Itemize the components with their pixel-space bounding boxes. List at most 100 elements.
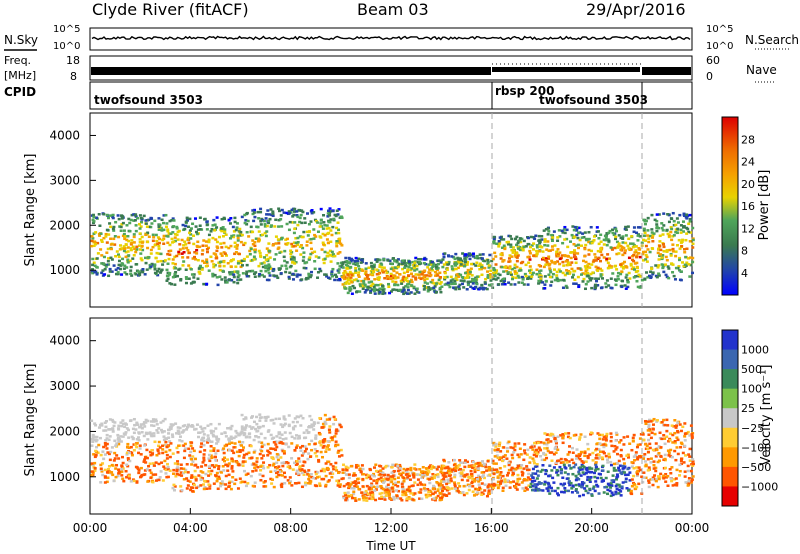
velocity-cell (531, 476, 535, 480)
power-cell (561, 260, 565, 264)
power-cell (378, 265, 382, 269)
velocity-cell (606, 470, 610, 474)
power-cell (288, 220, 292, 224)
power-cell (485, 287, 489, 291)
velocity-cell (232, 451, 236, 455)
velocity-cell (350, 496, 354, 500)
power-cell (613, 278, 617, 281)
velocity-cell (486, 474, 490, 477)
velocity-cell (212, 449, 216, 452)
velocity-cell (528, 478, 532, 481)
power-cell (141, 269, 145, 273)
velocity-cell (453, 483, 457, 486)
power-cell (287, 211, 291, 215)
power-cell (498, 236, 502, 239)
power-cell (352, 262, 356, 266)
velocity-cell (199, 484, 203, 487)
power-cell (541, 250, 545, 253)
power-cell (239, 240, 243, 244)
velocity-cell (567, 480, 571, 483)
velocity-cell (372, 479, 376, 482)
velocity-cell (252, 463, 256, 466)
power-cell (297, 208, 301, 212)
velocity-cell (229, 427, 233, 431)
power-cell (130, 213, 134, 217)
velocity-cell (442, 479, 446, 482)
velocity-cell (240, 425, 244, 428)
velocity-cell (615, 478, 619, 481)
velocity-cell (551, 476, 555, 480)
power-cell (194, 230, 198, 234)
power-cell (346, 291, 350, 295)
power-cell (260, 262, 264, 265)
velocity-cell (632, 466, 636, 470)
power-cell (569, 240, 573, 243)
velocity-cell (230, 465, 234, 468)
velocity-cell (621, 464, 625, 468)
velocity-cell (536, 469, 540, 473)
power-cell (548, 262, 552, 266)
power-cell (492, 277, 496, 281)
velocity-cell (492, 472, 496, 476)
power-cell (173, 255, 177, 259)
velocity-cell (228, 448, 232, 452)
power-cell (124, 243, 128, 246)
power-cell (341, 283, 345, 286)
power-cell (483, 259, 487, 263)
power-cell (568, 271, 572, 274)
velocity-cell (166, 475, 170, 479)
power-cell (406, 270, 410, 273)
velocity-cell (602, 435, 606, 438)
velocity-cell (447, 461, 451, 464)
power-cell (576, 275, 580, 279)
power-cell (522, 245, 526, 249)
velocity-cell (375, 479, 379, 483)
velocity-cell (535, 452, 539, 456)
power-cell (599, 250, 603, 254)
power-cell (363, 291, 367, 294)
velocity-cell (559, 461, 563, 464)
power-cell (93, 240, 97, 244)
power-cell (153, 243, 157, 247)
velocity-cell (639, 433, 643, 436)
velocity-cell (609, 494, 613, 498)
velocity-cell (534, 441, 538, 444)
power-cell (195, 252, 199, 255)
velocity-cell (379, 473, 383, 476)
velocity-cell (246, 482, 250, 485)
velocity-cell (313, 447, 317, 451)
velocity-cell (406, 476, 410, 479)
power-cell (620, 270, 624, 273)
power-cell (343, 277, 347, 281)
power-cell (644, 258, 648, 261)
velocity-cell (338, 483, 342, 486)
cpid-label: CPID (4, 85, 36, 99)
velocity-cell (158, 476, 162, 479)
power-cell (112, 237, 116, 241)
power-cell (426, 266, 430, 269)
power-cell (586, 271, 590, 275)
power-cell (181, 247, 185, 250)
noise-right-tick-bottom: 10^0 (706, 41, 733, 52)
power-cell (205, 282, 209, 286)
velocity-cell (574, 489, 578, 493)
power-cell (580, 236, 584, 239)
power-cell (662, 245, 666, 249)
velocity-cell (341, 477, 345, 480)
power-cell (572, 236, 576, 239)
velocity-cell (471, 490, 475, 493)
power-cell (422, 258, 426, 261)
power-cell (428, 268, 432, 271)
velocity-cell (539, 441, 543, 444)
power-cell (378, 258, 382, 262)
power-cell (453, 282, 457, 286)
power-cell (573, 278, 577, 281)
power-cell (492, 237, 496, 241)
velocity-cell (289, 480, 293, 483)
velocity-cell (126, 445, 130, 449)
power-cell (433, 270, 437, 274)
power-cell (100, 238, 104, 242)
power-cell (396, 283, 400, 287)
power-cell (540, 235, 544, 238)
velocity-cell (366, 474, 370, 477)
